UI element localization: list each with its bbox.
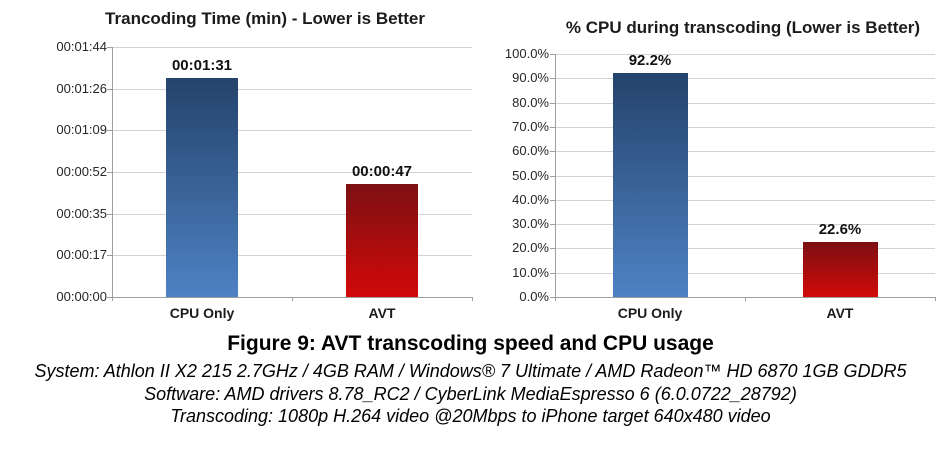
y-axis-tick-label: 00:01:09 — [56, 122, 107, 137]
x-axis-tick-mark — [292, 297, 293, 301]
y-axis-tick-mark — [107, 130, 112, 131]
y-axis-tick-label: 00:01:26 — [56, 81, 107, 96]
gridline — [555, 273, 935, 274]
gridline — [555, 224, 935, 225]
y-axis-tick-mark — [550, 200, 555, 201]
y-axis-tick-label: 10.0% — [512, 265, 549, 280]
y-axis-tick-label: 70.0% — [512, 119, 549, 134]
y-axis-tick-mark — [550, 297, 555, 298]
bar-value-label: 92.2% — [628, 52, 672, 69]
y-axis-tick-mark — [550, 176, 555, 177]
gridline — [555, 103, 935, 104]
y-axis-tick-mark — [107, 89, 112, 90]
x-axis-tick-mark — [555, 297, 556, 301]
x-axis-category-label: AVT — [368, 305, 396, 321]
x-axis-tick-mark — [472, 297, 473, 301]
y-axis-tick-mark — [107, 172, 112, 173]
y-axis-tick-label: 00:00:35 — [56, 206, 107, 221]
bar-avt — [346, 184, 418, 297]
y-axis-tick-label: 30.0% — [512, 216, 549, 231]
y-axis-tick-mark — [107, 214, 112, 215]
x-axis-category-label: AVT — [826, 305, 854, 321]
gridline — [555, 176, 935, 177]
figure-caption-title: Figure 9: AVT transcoding speed and CPU … — [227, 332, 714, 355]
gridline — [555, 54, 935, 55]
y-axis-tick-label: 80.0% — [512, 95, 549, 110]
x-axis-category-label: CPU Only — [617, 305, 683, 321]
y-axis-tick-mark — [550, 151, 555, 152]
y-axis-tick-mark — [550, 127, 555, 128]
y-axis-tick-mark — [550, 78, 555, 79]
chart-title-transcoding-time: Trancoding Time (min) - Lower is Better — [105, 9, 425, 28]
y-axis-tick-label: 00:00:00 — [56, 289, 107, 304]
y-axis-tick-label: 90.0% — [512, 70, 549, 85]
x-axis-category-label: CPU Only — [169, 305, 235, 321]
y-axis-tick-mark — [107, 255, 112, 256]
y-axis-line — [112, 47, 113, 298]
plot-area — [555, 54, 935, 297]
gridline — [112, 214, 472, 215]
gridline — [112, 255, 472, 256]
bar-value-label: 00:01:31 — [171, 57, 233, 74]
y-axis-line — [555, 54, 556, 298]
y-axis-tick-label: 20.0% — [512, 240, 549, 255]
y-axis-tick-label: 100.0% — [504, 46, 549, 61]
y-axis-tick-mark — [550, 54, 555, 55]
bar-cpu-only — [166, 78, 238, 297]
gridline — [112, 172, 472, 173]
gridline — [555, 248, 935, 249]
y-axis-tick-label: 40.0% — [512, 192, 549, 207]
y-axis-tick-mark — [107, 297, 112, 298]
chart-title-cpu-usage: % CPU during transcoding (Lower is Bette… — [565, 18, 921, 37]
bar-value-label: 22.6% — [818, 221, 862, 238]
y-axis-tick-mark — [550, 273, 555, 274]
x-axis-tick-mark — [112, 297, 113, 301]
y-axis-tick-mark — [550, 248, 555, 249]
gridline — [555, 78, 935, 79]
gridline — [112, 89, 472, 90]
bar-cpu-only — [613, 73, 688, 297]
gridline — [555, 127, 935, 128]
software-spec-line: Software: AMD drivers 8.78_RC2 / CyberLi… — [144, 384, 797, 404]
y-axis-tick-label: 60.0% — [512, 143, 549, 158]
gridline — [555, 200, 935, 201]
y-axis-tick-label: 00:00:52 — [56, 164, 107, 179]
y-axis-tick-mark — [550, 224, 555, 225]
x-axis-tick-mark — [745, 297, 746, 301]
y-axis-tick-label: 50.0% — [512, 168, 549, 183]
y-axis-tick-mark — [107, 47, 112, 48]
y-axis-tick-label: 0.0% — [519, 289, 549, 304]
gridline — [555, 151, 935, 152]
y-axis-tick-label: 00:00:17 — [56, 247, 107, 262]
y-axis-tick-label: 00:01:44 — [56, 39, 107, 54]
transcoding-spec-line: Transcoding: 1080p H.264 video @20Mbps t… — [170, 406, 771, 426]
gridline — [112, 130, 472, 131]
plot-area — [112, 47, 472, 297]
bar-value-label: 00:00:47 — [351, 163, 413, 180]
gridline — [112, 47, 472, 48]
system-spec-line: System: Athlon II X2 215 2.7GHz / 4GB RA… — [34, 361, 907, 381]
y-axis-tick-mark — [550, 103, 555, 104]
bar-avt — [803, 242, 878, 297]
x-axis-tick-mark — [935, 297, 936, 301]
